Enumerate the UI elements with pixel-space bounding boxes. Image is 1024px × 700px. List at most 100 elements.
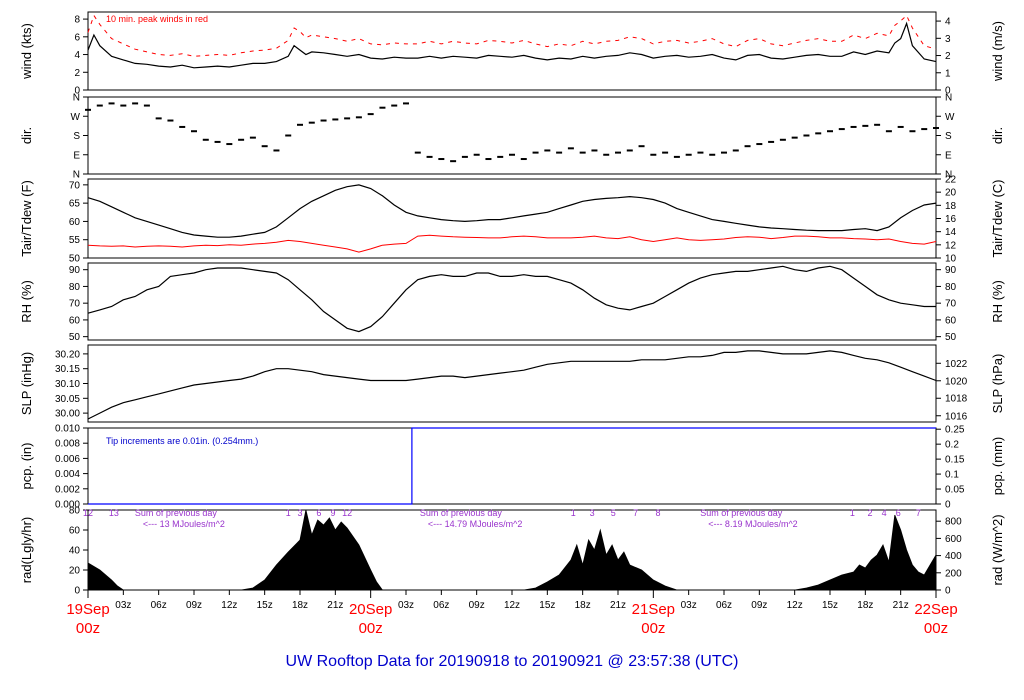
chart-title: UW Rooftop Data for 20190918 to 20190921… <box>286 653 739 670</box>
ylabel-left: rad(Lgly/hr) <box>19 517 34 583</box>
right-tick-label: 0.2 <box>945 440 959 451</box>
right-tick-label: E <box>945 150 952 161</box>
right-tick-label: 0.25 <box>945 425 965 436</box>
date-tick-z-label: 00z <box>924 620 948 637</box>
left-tick-label: 0.008 <box>55 439 80 450</box>
ylabel-right: SLP (hPa) <box>990 354 1005 414</box>
hour-tick-label: 15z <box>539 600 555 611</box>
left-tick-label: N <box>73 93 80 104</box>
hour-tick-label: 12z <box>221 600 237 611</box>
rad-hour-label: 9 <box>330 508 335 518</box>
hour-tick-label: 15z <box>822 600 838 611</box>
rad-sum-title: Sum of previous day <box>420 508 503 518</box>
plot-frame <box>87 11 937 91</box>
rad-hour-label: 2 <box>868 508 873 518</box>
panel-pcp: 0.000 0.002 0.004 0.006 0.008 0.010 0 0.05 0.1 0.… <box>19 424 1005 511</box>
left-tick-label: 60 <box>69 217 81 228</box>
rad-hour-label: 1 <box>850 508 855 518</box>
hour-tick-label: 06z <box>433 600 449 611</box>
left-tick-label: 50 <box>69 332 81 343</box>
panel-rh: 50 60 70 80 90 50 60 70 80 90 RH (%) RH (%) <box>19 262 1005 343</box>
right-tick-label: 10 <box>945 254 957 265</box>
ylabel-right: rad (W/m^2) <box>990 514 1005 585</box>
left-tick-label: 60 <box>69 315 81 326</box>
rad-sum-title: Sum of previous day <box>135 508 218 518</box>
right-tick-label: 80 <box>945 282 957 293</box>
series-rh <box>87 265 936 333</box>
left-tick-label: 0 <box>74 586 80 597</box>
left-tick-label: 55 <box>69 235 81 246</box>
left-tick-label: 70 <box>69 299 81 310</box>
right-tick-label: 0 <box>945 500 951 511</box>
right-tick-label: 18 <box>945 201 957 212</box>
rad-hour-label: 1 <box>286 508 291 518</box>
series-10-min-peak-winds <box>87 14 937 57</box>
rad-hour-label: 3 <box>590 508 595 518</box>
right-tick-label: N <box>945 170 952 181</box>
rad-sum-value: <--- 14.79 MJoules/m^2 <box>428 519 523 529</box>
date-tick-z-label: 00z <box>359 620 383 637</box>
rad-sum-value: <--- 13 MJoules/m^2 <box>143 519 225 529</box>
right-tick-label: 50 <box>945 332 957 343</box>
right-tick-label: 1018 <box>945 394 968 405</box>
right-tick-label: 90 <box>945 265 957 276</box>
hour-tick-label: 06z <box>716 600 732 611</box>
time-axis: 03z 06z 09z 12z 15z 18z 21z 03z 06z 09z 12z 15z 18z 2… <box>66 590 958 637</box>
rad-hour-label: 3 <box>297 508 302 518</box>
rad-hour-label: 12 <box>83 508 93 518</box>
ylabel-left: Tair/Tdew (F) <box>19 180 34 257</box>
left-tick-label: 2 <box>74 68 80 79</box>
left-tick-label: 0.004 <box>55 469 80 480</box>
left-tick-label: 6 <box>74 32 80 43</box>
ylabel-left: RH (%) <box>19 280 34 323</box>
left-tick-label: 80 <box>69 506 81 517</box>
right-tick-label: N <box>945 93 952 104</box>
left-tick-label: 4 <box>74 50 80 61</box>
plot-frame <box>87 344 937 423</box>
rad-hour-label: 6 <box>896 508 901 518</box>
hour-tick-label: 21z <box>610 600 626 611</box>
left-tick-label: 8 <box>74 15 80 26</box>
ylabel-right: pcp. (mm) <box>990 437 1005 496</box>
panel-annotation: Tip increments are 0.01in. (0.254mm.) <box>106 436 258 446</box>
left-tick-label: 0 <box>74 86 80 97</box>
right-tick-label: 14 <box>945 227 957 238</box>
left-tick-label: 0.006 <box>55 454 80 465</box>
right-tick-label: 1016 <box>945 411 968 422</box>
left-tick-label: 0.000 <box>55 500 80 511</box>
hour-tick-label: 15z <box>257 600 273 611</box>
right-tick-label: 3 <box>945 34 951 45</box>
rad-hour-label: 1 <box>571 508 576 518</box>
right-tick-label: 12 <box>945 240 957 251</box>
right-tick-label: 1020 <box>945 376 968 387</box>
left-tick-label: E <box>73 150 80 161</box>
rad-hour-label: 6 <box>316 508 321 518</box>
rad-hour-label: 12 <box>342 508 352 518</box>
right-tick-label: 400 <box>945 551 962 562</box>
series-radiation <box>87 509 937 591</box>
panel-wind: 0 2 4 6 8 0 1 2 3 4 wind (kts) wind (m/s) 10 min. pe… <box>19 11 1005 97</box>
rad-sum-title: Sum of previous day <box>700 508 783 518</box>
left-tick-label: 80 <box>69 282 81 293</box>
rad-hour-label: 7 <box>633 508 638 518</box>
left-tick-label: 90 <box>69 265 81 276</box>
plot-frame <box>87 178 937 259</box>
hour-tick-label: 18z <box>575 600 591 611</box>
left-tick-label: N <box>73 170 80 181</box>
hour-tick-label: 12z <box>787 600 803 611</box>
series-precip <box>88 427 936 505</box>
right-tick-label: 0 <box>945 86 951 97</box>
hour-tick-label: 12z <box>504 600 520 611</box>
right-tick-label: 0 <box>945 586 951 597</box>
right-tick-label: 1022 <box>945 359 968 370</box>
left-tick-label: 30.15 <box>55 364 80 375</box>
rad-hour-label: 5 <box>611 508 616 518</box>
right-tick-label: 0.15 <box>945 455 965 466</box>
right-tick-label: 60 <box>945 315 957 326</box>
hour-tick-label: 03z <box>115 600 131 611</box>
right-tick-label: 1 <box>945 68 951 79</box>
ylabel-left: pcp. (in) <box>19 443 34 490</box>
